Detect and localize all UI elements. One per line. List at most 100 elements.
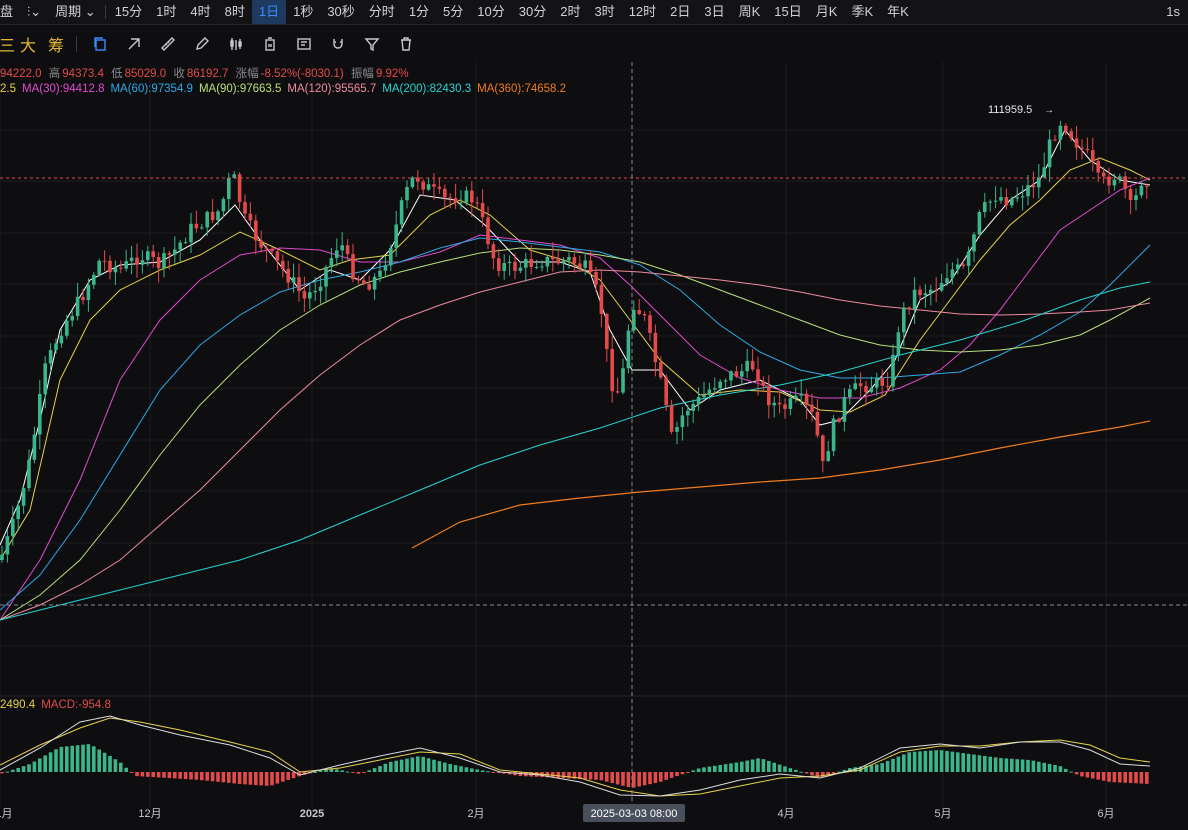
candle-140 [756, 357, 760, 396]
period-19[interactable]: 周K [738, 4, 761, 19]
candle-132 [713, 377, 717, 394]
pencil-icon[interactable] [185, 31, 219, 57]
candle-86 [464, 186, 469, 206]
period-11[interactable]: 5分 [443, 4, 464, 19]
macd-bar-209 [1128, 772, 1133, 784]
x-axis: 1月 12月 2025 2月 4月 5月 6月 [0, 808, 1115, 820]
candle-110 [594, 266, 598, 292]
macd-bar-91 [491, 772, 496, 773]
candle-190 [1026, 175, 1030, 206]
period-17[interactable]: 2日 [670, 4, 691, 19]
stroke-icon[interactable] [117, 31, 151, 57]
candle-69 [372, 273, 377, 300]
macd-bar-198 [1069, 771, 1073, 773]
candle-37 [200, 224, 204, 230]
macd-bar-0 [0, 772, 4, 774]
candle-20 [108, 255, 112, 280]
period-6[interactable]: 1日 [251, 0, 287, 24]
high-label: 高 [48, 68, 61, 80]
macd-bar-179 [966, 753, 971, 772]
candle-124 [669, 399, 674, 435]
macd-bar-118 [637, 772, 641, 787]
magnet-icon[interactable] [321, 31, 355, 57]
period-18[interactable]: 3日 [704, 4, 725, 19]
period-0[interactable]: 盘 [0, 4, 14, 19]
macd-bar-12 [65, 746, 69, 772]
candle-121 [653, 324, 658, 377]
candle-202 [1091, 137, 1095, 172]
ma-legend-item-6: MA(360):74658.2 [477, 83, 567, 95]
macd-bar-140 [756, 758, 760, 772]
filter-icon[interactable] [355, 31, 389, 57]
candle-6 [32, 426, 37, 464]
chart-type-icon[interactable]: ⫶⌄ [27, 4, 42, 19]
macd-bar-90 [486, 771, 490, 773]
macd-bar-24 [129, 772, 134, 773]
period-20[interactable]: 15日 [774, 4, 802, 19]
period-15[interactable]: 3时 [594, 4, 615, 19]
candle-5 [27, 449, 31, 492]
candle-29 [156, 252, 161, 283]
macd-bar-45 [243, 772, 247, 785]
tool-text-0[interactable]: 三 [0, 38, 16, 55]
macd-bar-66 [356, 772, 361, 774]
tool-text-2[interactable]: 筹 [47, 38, 64, 55]
macd-bar-112 [605, 772, 609, 782]
candle-13 [70, 310, 74, 327]
period-8[interactable]: 30秒 [327, 4, 355, 19]
candle-134 [723, 378, 728, 389]
candle-99 [534, 259, 539, 270]
period-9[interactable]: 分时 [368, 4, 395, 19]
macd-bar-128 [691, 770, 695, 772]
candle-53 [286, 260, 290, 290]
period-22[interactable]: 季K [851, 4, 874, 19]
candle-18 [97, 258, 101, 277]
candle-200 [1080, 139, 1084, 160]
period-16[interactable]: 12时 [628, 4, 657, 19]
macd-bar-127 [686, 772, 690, 773]
candle-73 [394, 210, 398, 257]
period-1[interactable]: 周期 ⌄ [55, 4, 96, 19]
period-7[interactable]: 1秒 [293, 4, 314, 19]
candle-111 [599, 270, 604, 328]
candle-95 [513, 253, 517, 280]
macd-bar-38 [205, 772, 209, 781]
refresh-rate[interactable]: 1s [1166, 4, 1180, 19]
candle-117 [632, 300, 636, 334]
note-icon[interactable] [287, 31, 321, 57]
candle-35 [189, 212, 193, 253]
delete-small-icon[interactable] [253, 31, 287, 57]
copy-icon[interactable] [83, 31, 117, 57]
macd-bar-47 [254, 772, 258, 786]
macd-bar-33 [178, 772, 182, 779]
candle-159 [858, 372, 863, 397]
period-5[interactable]: 8时 [224, 4, 245, 19]
period-10[interactable]: 1分 [408, 4, 430, 19]
candle-172 [929, 284, 933, 306]
period-14[interactable]: 2时 [560, 4, 581, 19]
candle-icon[interactable] [219, 31, 253, 57]
period-2[interactable]: 15分 [114, 4, 143, 19]
change-label: 涨幅 [235, 68, 259, 80]
period-12[interactable]: 10分 [477, 4, 505, 19]
candle-165 [891, 344, 895, 392]
period-21[interactable]: 月K [815, 4, 838, 19]
tool-text-1[interactable]: 大 [19, 38, 36, 55]
macd-bar-104 [561, 772, 566, 779]
candle-71 [383, 255, 388, 278]
candle-63 [340, 231, 344, 262]
period-23[interactable]: 年K [887, 4, 909, 19]
candle-47 [254, 214, 258, 255]
macd-bar-21 [113, 759, 118, 772]
macd-bar-87 [470, 768, 474, 772]
candle-4 [21, 486, 26, 514]
ruler-icon[interactable] [151, 31, 185, 57]
candle-34 [183, 237, 188, 244]
candle-64 [345, 239, 350, 262]
period-4[interactable]: 4时 [190, 4, 211, 19]
trash-icon[interactable] [389, 31, 423, 57]
candle-75 [405, 180, 409, 209]
period-3[interactable]: 1时 [156, 4, 177, 19]
period-13[interactable]: 30分 [518, 4, 547, 19]
